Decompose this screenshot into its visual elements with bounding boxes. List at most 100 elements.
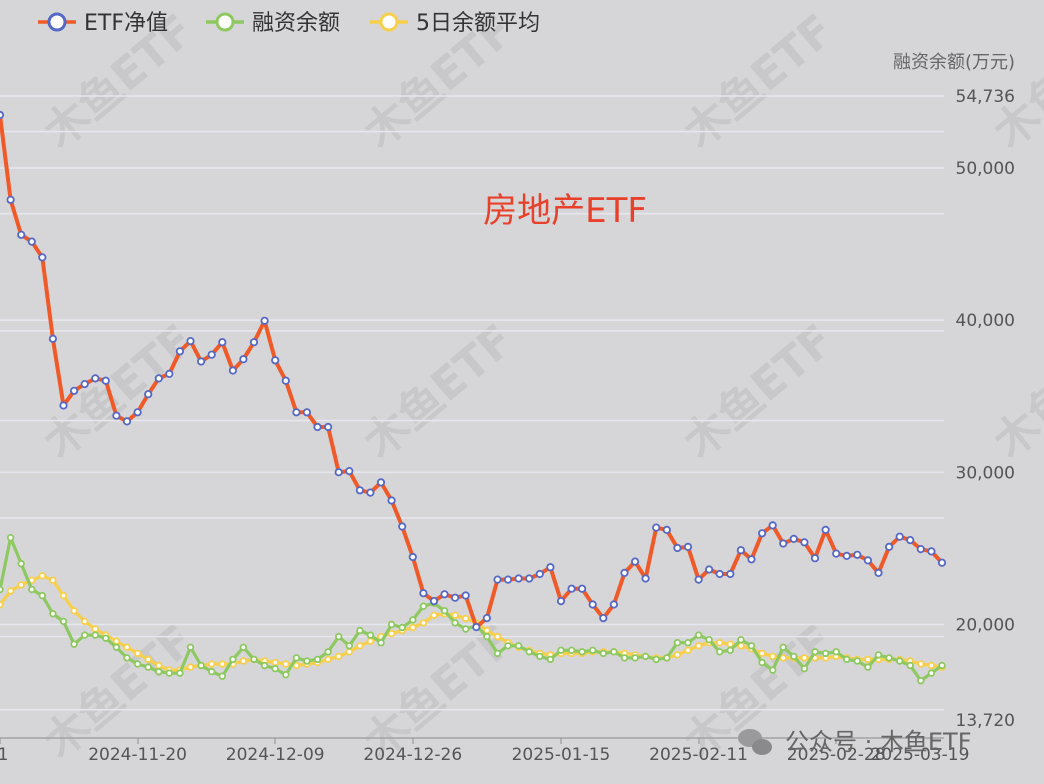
data-point	[472, 622, 481, 632]
y-tick-label: 54,736	[956, 87, 1015, 107]
data-point	[769, 666, 777, 674]
data-point	[736, 546, 746, 555]
data-point	[821, 649, 830, 658]
data-point	[694, 631, 703, 639]
data-point	[917, 677, 925, 685]
watermark-text: 木鱼ETF	[984, 315, 1044, 469]
data-point	[324, 655, 332, 664]
data-point	[493, 575, 502, 584]
data-point	[398, 522, 407, 531]
data-point	[864, 663, 872, 671]
data-point	[419, 619, 428, 627]
data-point	[790, 652, 798, 661]
data-point	[684, 646, 692, 654]
data-point	[80, 617, 89, 626]
data-point	[884, 542, 894, 552]
data-point	[345, 648, 353, 656]
data-point	[429, 596, 439, 606]
data-point	[313, 655, 322, 664]
data-point	[694, 575, 703, 584]
data-point	[874, 651, 883, 659]
data-point	[419, 602, 428, 610]
x-tick-label-partial: 1	[0, 745, 8, 765]
data-point	[48, 334, 58, 343]
data-point	[292, 654, 301, 662]
data-point	[546, 563, 555, 572]
data-point	[59, 617, 68, 626]
legend[interactable]: ETF净值 融资余额 5日余额平均	[38, 11, 540, 36]
data-point	[165, 669, 173, 677]
data-point	[59, 591, 68, 600]
data-point	[282, 660, 290, 668]
watermark-text: 木鱼ETF	[984, 5, 1044, 159]
data-point	[112, 643, 121, 651]
data-point	[747, 642, 756, 650]
legend-item[interactable]: 融资余额	[206, 11, 340, 36]
x-tick-label: 2024-12-09	[226, 745, 325, 765]
data-point	[917, 660, 925, 668]
data-point	[186, 663, 195, 671]
data-point	[0, 601, 4, 609]
data-point	[895, 532, 904, 541]
data-point	[175, 347, 184, 356]
data-point	[800, 538, 809, 547]
data-point	[133, 660, 142, 668]
data-point	[789, 534, 798, 544]
data-point	[462, 614, 470, 623]
wechat-icon	[738, 729, 772, 755]
data-point	[663, 654, 671, 662]
data-point	[599, 649, 607, 658]
data-point	[451, 611, 459, 619]
x-tick-label: 2024-11-20	[88, 745, 187, 765]
data-point	[176, 669, 184, 677]
data-point	[451, 619, 459, 627]
data-point	[154, 374, 163, 383]
data-point	[122, 417, 132, 426]
y-axis-labels: 54,736 50,000 40,000 30,000 20,000 13,720	[956, 87, 1015, 731]
data-point	[652, 655, 660, 664]
data-point	[906, 661, 914, 670]
data-point	[577, 584, 587, 593]
x-tick-label: 2024-12-26	[363, 745, 462, 765]
data-point	[70, 640, 78, 648]
legend-item[interactable]: 5日余额平均	[370, 11, 540, 36]
data-point	[28, 585, 36, 594]
legend-item[interactable]: ETF净值	[38, 11, 168, 36]
y-tick-label: 20,000	[956, 615, 1015, 635]
data-point	[334, 468, 343, 477]
data-point	[514, 642, 523, 650]
data-point	[927, 661, 936, 670]
data-point	[811, 648, 819, 656]
data-point	[906, 535, 915, 545]
data-point	[80, 631, 89, 639]
data-point	[927, 669, 936, 677]
data-point	[588, 600, 597, 609]
data-point	[567, 584, 576, 593]
x-tick-label: 2025-03-19	[871, 745, 970, 765]
data-point	[123, 643, 131, 651]
data-point	[165, 369, 174, 378]
data-point	[292, 408, 301, 417]
data-point	[91, 625, 99, 633]
data-point	[186, 336, 195, 346]
data-point	[101, 376, 110, 385]
data-point	[0, 585, 4, 594]
data-point	[716, 648, 724, 656]
data-point	[779, 643, 787, 651]
legend-label: ETF净值	[84, 11, 168, 36]
data-point	[123, 654, 131, 662]
data-point	[864, 655, 872, 664]
data-point	[409, 616, 417, 624]
data-point	[916, 544, 925, 554]
data-point	[757, 529, 767, 538]
data-point	[525, 574, 534, 583]
x-axis: 2024-11-20 2024-12-09 2024-12-26 2025-01-15…	[0, 737, 970, 765]
data-point	[377, 639, 385, 647]
data-point	[133, 408, 142, 417]
data-point	[17, 230, 26, 239]
data-point	[546, 655, 555, 664]
data-point	[27, 237, 36, 246]
data-point	[440, 590, 449, 599]
legend-marker-icon	[215, 12, 235, 32]
data-point	[80, 379, 89, 389]
